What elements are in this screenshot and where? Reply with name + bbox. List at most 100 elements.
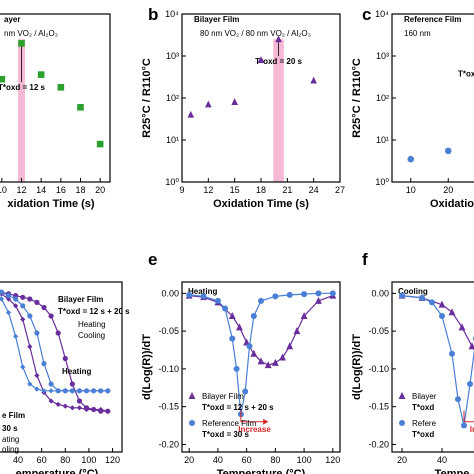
- data-point: [34, 299, 40, 305]
- x-tick-label: 14: [36, 185, 46, 195]
- data-point: [5, 293, 12, 299]
- data-point: [77, 104, 84, 111]
- data-point: [96, 140, 104, 148]
- data-point: [468, 342, 474, 350]
- data-point: [98, 388, 104, 394]
- y-tick-label: -0.15: [368, 402, 389, 412]
- legend-label: T*oxd = 30 s: [202, 430, 249, 439]
- highlight-band: [18, 39, 25, 183]
- axes-frame: [0, 281, 123, 453]
- annotation: Bilayer Film: [58, 295, 103, 304]
- x-tick-label: 40: [213, 455, 223, 465]
- data-point: [257, 56, 265, 63]
- legend-cooling: Cooling: [78, 331, 105, 340]
- data-point: [55, 401, 61, 407]
- data-point: [13, 303, 19, 309]
- panel-letter: c: [362, 5, 371, 24]
- data-point: [228, 312, 236, 319]
- y-tick-label: -0.20: [368, 439, 389, 449]
- data-point: [0, 296, 5, 302]
- data-point: [27, 344, 33, 350]
- data-point: [62, 355, 68, 362]
- corner-label: Cooling: [398, 287, 428, 296]
- data-point: [222, 305, 229, 312]
- data-point: [34, 330, 40, 336]
- data-point: [187, 110, 195, 118]
- panel-c: 10203010⁰10¹10²10³10⁴OxidatioR25°C / R11…: [351, 5, 474, 210]
- y-tick-label: 10²: [166, 93, 179, 103]
- data-point: [91, 406, 97, 413]
- x-tick-label: 15: [230, 185, 240, 195]
- data-point: [205, 100, 212, 108]
- annotation: ating: [2, 435, 19, 444]
- x-tick-label: 24: [309, 185, 319, 195]
- data-point: [458, 323, 466, 331]
- x-axis-label: emperature (°C): [16, 468, 99, 474]
- legend-marker: [398, 392, 406, 399]
- data-point: [27, 381, 33, 387]
- panel-title: Reference Film: [404, 15, 461, 24]
- annotation: e Film: [2, 411, 25, 420]
- x-tick-label: 60: [37, 455, 47, 465]
- legend-heating: Heating: [78, 320, 106, 329]
- annotation: Heating: [62, 367, 91, 376]
- data-point: [233, 365, 240, 372]
- panel-annotation: nm VO₂ / Al₂O₃: [4, 29, 58, 38]
- data-point: [69, 381, 75, 387]
- y-tick-label: 10⁴: [375, 9, 389, 19]
- highlight-label: T*oxd: [458, 69, 474, 78]
- axes-frame: [391, 13, 474, 183]
- data-point: [41, 388, 47, 394]
- data-point: [48, 381, 54, 387]
- data-point: [186, 291, 193, 298]
- legend-label: T*oxd = 12 s + 20 s: [202, 403, 274, 412]
- increase-arrow-head: [263, 418, 269, 425]
- data-point: [250, 349, 258, 357]
- data-point: [264, 361, 272, 369]
- legend-label: Bilayer: [412, 392, 437, 401]
- x-tick-label: 10: [0, 185, 7, 195]
- x-tick-label: 21: [282, 185, 292, 195]
- x-tick-label: 80: [270, 455, 280, 465]
- x-tick-label: 40: [437, 455, 447, 465]
- x-tick-label: 20: [184, 455, 194, 465]
- data-point: [293, 327, 301, 335]
- data-point: [69, 388, 75, 394]
- corner-label: Heating: [188, 287, 217, 296]
- data-point: [467, 381, 473, 387]
- x-axis-label: Tempe: [435, 468, 470, 474]
- data-point: [27, 313, 33, 319]
- data-point: [62, 388, 68, 394]
- legend-label: T*oxd: [412, 430, 434, 439]
- data-point: [200, 293, 207, 300]
- x-tick-label: 120: [105, 455, 120, 465]
- data-point: [229, 335, 236, 342]
- data-point: [105, 408, 111, 414]
- data-point: [48, 388, 54, 394]
- x-tick-label: 100: [81, 455, 96, 465]
- data-point: [0, 289, 5, 295]
- y-axis-label: R25°C / R110°C: [351, 58, 363, 138]
- legend-label: Reference Film: [202, 419, 257, 428]
- increase-label: Increase: [238, 425, 271, 434]
- legend-marker: [188, 392, 196, 399]
- data-point: [257, 357, 265, 365]
- y-axis-label: d(Log(R))/dT: [351, 334, 363, 400]
- x-tick-label: 16: [56, 185, 66, 195]
- legend-label: Refere: [412, 419, 437, 428]
- data-point: [444, 147, 452, 155]
- data-point: [329, 290, 336, 297]
- y-tick-label: 10⁰: [165, 177, 179, 187]
- annotation: T*oxd = 12 s + 20 s: [58, 307, 130, 316]
- axes-frame: [391, 281, 474, 453]
- data-point: [258, 297, 264, 304]
- series-line: [189, 292, 333, 415]
- data-point: [449, 350, 455, 357]
- legend-label: Bilayer Film: [202, 392, 244, 401]
- y-tick-label: -0.05: [158, 326, 179, 336]
- legend-label: T*oxd: [412, 403, 434, 412]
- panel-title: Bilayer Film: [194, 15, 239, 24]
- data-point: [429, 299, 435, 306]
